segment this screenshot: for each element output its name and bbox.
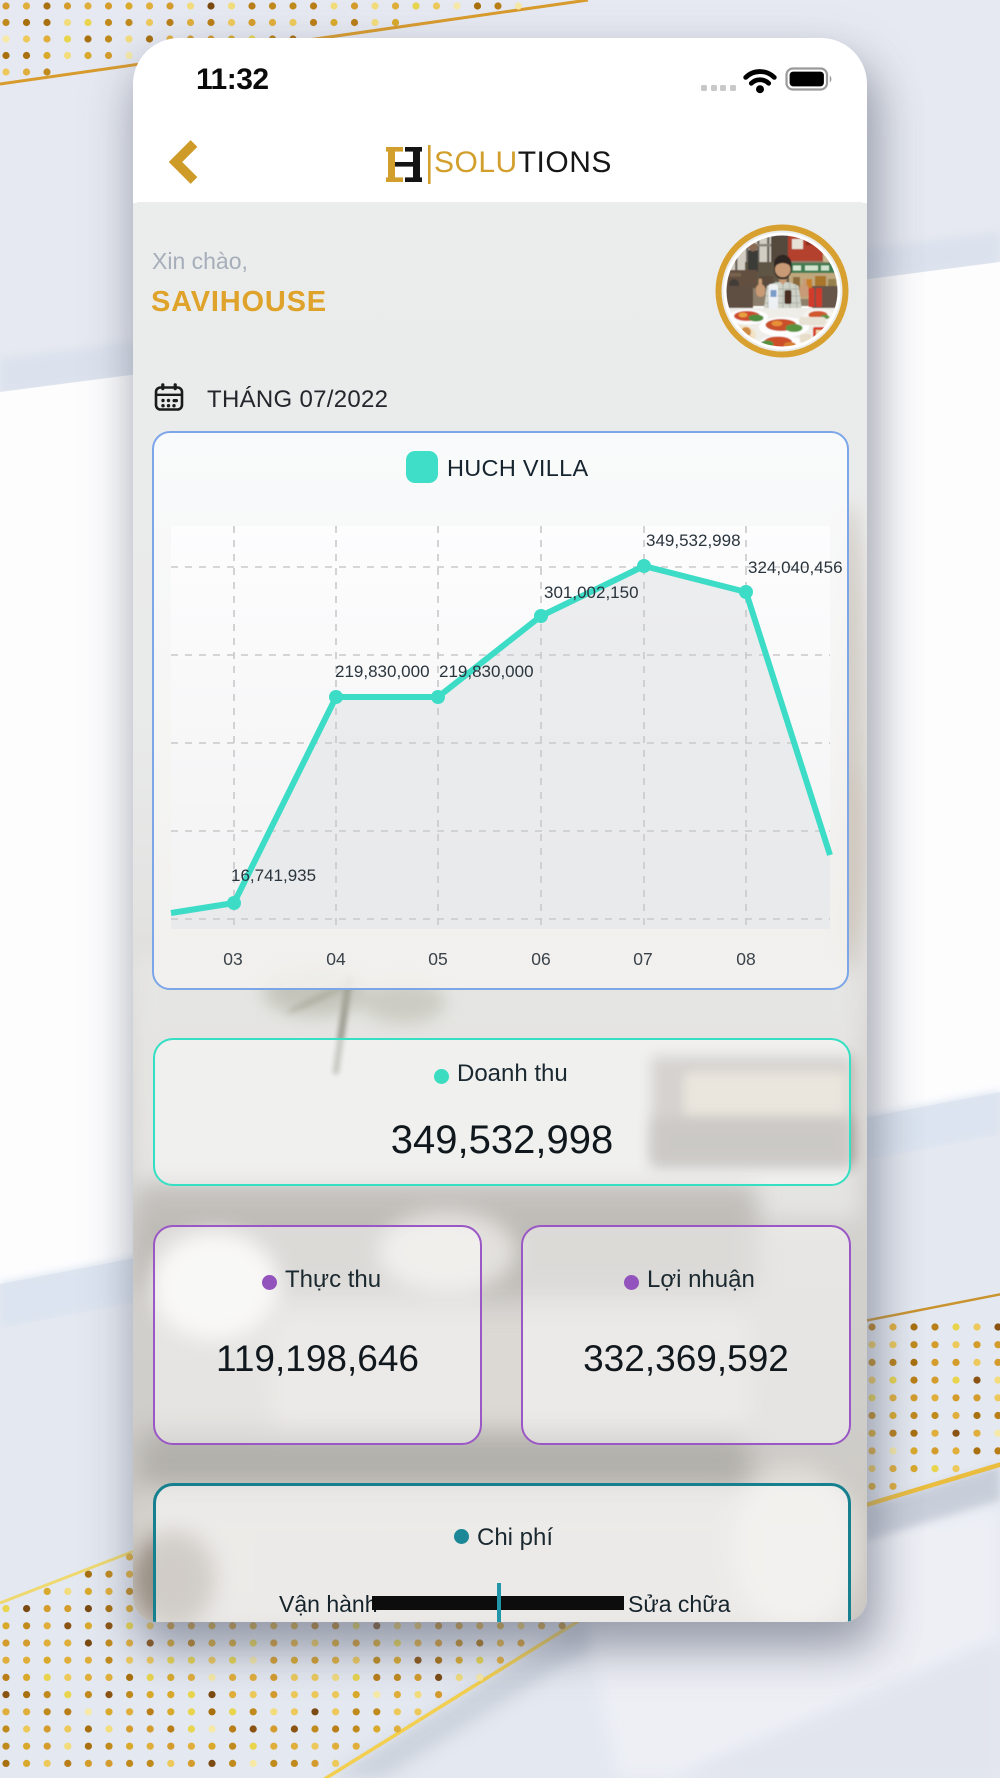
svg-text:349,532,998: 349,532,998 (646, 531, 741, 550)
svg-text:08: 08 (736, 949, 755, 969)
svg-text:301,002,150: 301,002,150 (544, 583, 639, 602)
svg-text:03: 03 (223, 949, 242, 969)
svg-text:219,830,000: 219,830,000 (439, 662, 534, 681)
svg-text:06: 06 (531, 949, 550, 969)
svg-text:16,741,935: 16,741,935 (231, 866, 316, 885)
svg-text:219,830,000: 219,830,000 (335, 662, 430, 681)
svg-text:324,040,456: 324,040,456 (748, 558, 843, 577)
svg-text:04: 04 (326, 949, 346, 969)
svg-text:07: 07 (633, 949, 652, 969)
svg-text:05: 05 (428, 949, 447, 969)
